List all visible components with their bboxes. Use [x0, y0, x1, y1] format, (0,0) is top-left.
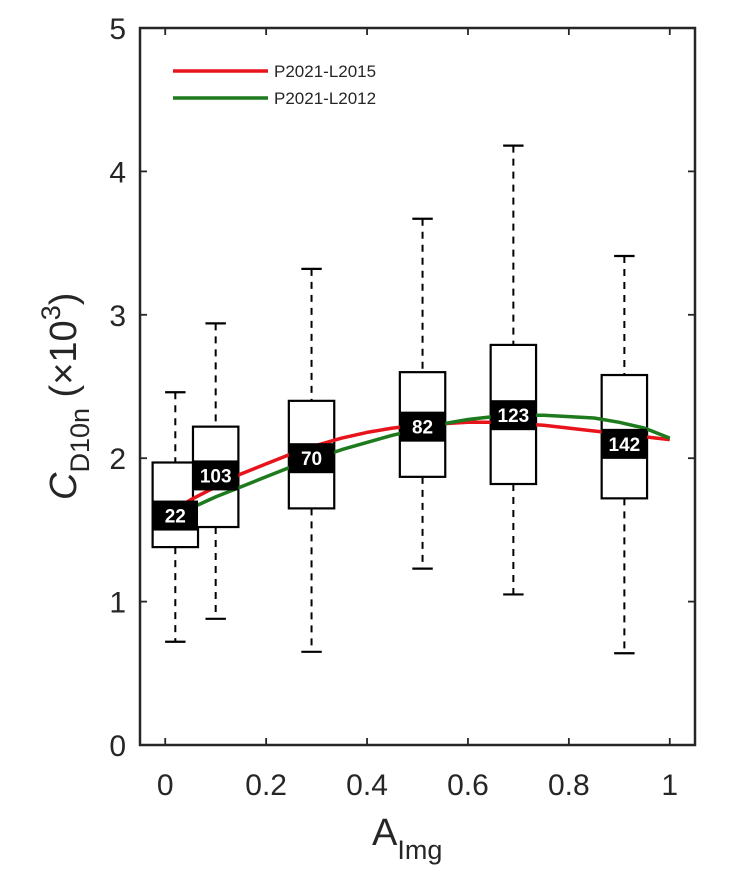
y-axis-title-paren-open: (: [43, 384, 85, 408]
box-count-label: 142: [609, 435, 641, 456]
y-axis-title-main: C: [43, 472, 85, 500]
y-tick-label: 4: [109, 156, 126, 189]
legend-label-p2021-l2015: P2021-L2015: [274, 62, 376, 81]
box-count-label: 70: [301, 449, 322, 470]
x-tick-label: 0.8: [548, 769, 590, 802]
box-count-label: 22: [165, 507, 186, 528]
box-median-band: [601, 428, 648, 459]
legend: P2021-L2015 P2021-L2012: [173, 62, 376, 108]
x-tick-label: 0: [157, 769, 174, 802]
y-axis-title-base: 10: [43, 320, 85, 362]
box-median-band: [399, 411, 446, 442]
x-tick-label: 1: [661, 769, 678, 802]
y-axis-title-sub: D10n: [65, 408, 95, 473]
x-axis-title-main: A: [372, 812, 398, 854]
y-tick-label: 2: [109, 443, 126, 476]
x-tick-label: 0.6: [447, 769, 489, 802]
y-tick-label: 3: [109, 300, 126, 333]
box-count-label: 123: [498, 406, 530, 427]
y-axis-title-paren-close: ): [43, 293, 85, 306]
y-tick-label: 5: [109, 13, 126, 46]
box-median-band: [288, 443, 335, 474]
box-median-band: [192, 460, 239, 491]
x-tick-label: 0.4: [346, 769, 388, 802]
y-axis-title-exp: 3: [36, 305, 66, 320]
x-axis-title-sub: Img: [397, 835, 442, 865]
y-tick-label: 1: [109, 587, 126, 620]
box-count-label: 82: [412, 418, 433, 439]
y-axis-title: CD10n (×103): [36, 293, 95, 500]
legend-label-p2021-l2012: P2021-L2012: [274, 89, 376, 108]
count-label-group: 22 103 70 82 123 142: [152, 400, 648, 531]
x-tick-label: 0.2: [245, 769, 287, 802]
x-axis-title: AImg: [372, 812, 442, 865]
box-median-band: [490, 400, 537, 431]
box-median-band: [152, 500, 199, 531]
box-count-label: 103: [200, 466, 232, 487]
y-axis-title-times: ×: [43, 363, 85, 385]
y-tick-label: 0: [109, 730, 126, 763]
